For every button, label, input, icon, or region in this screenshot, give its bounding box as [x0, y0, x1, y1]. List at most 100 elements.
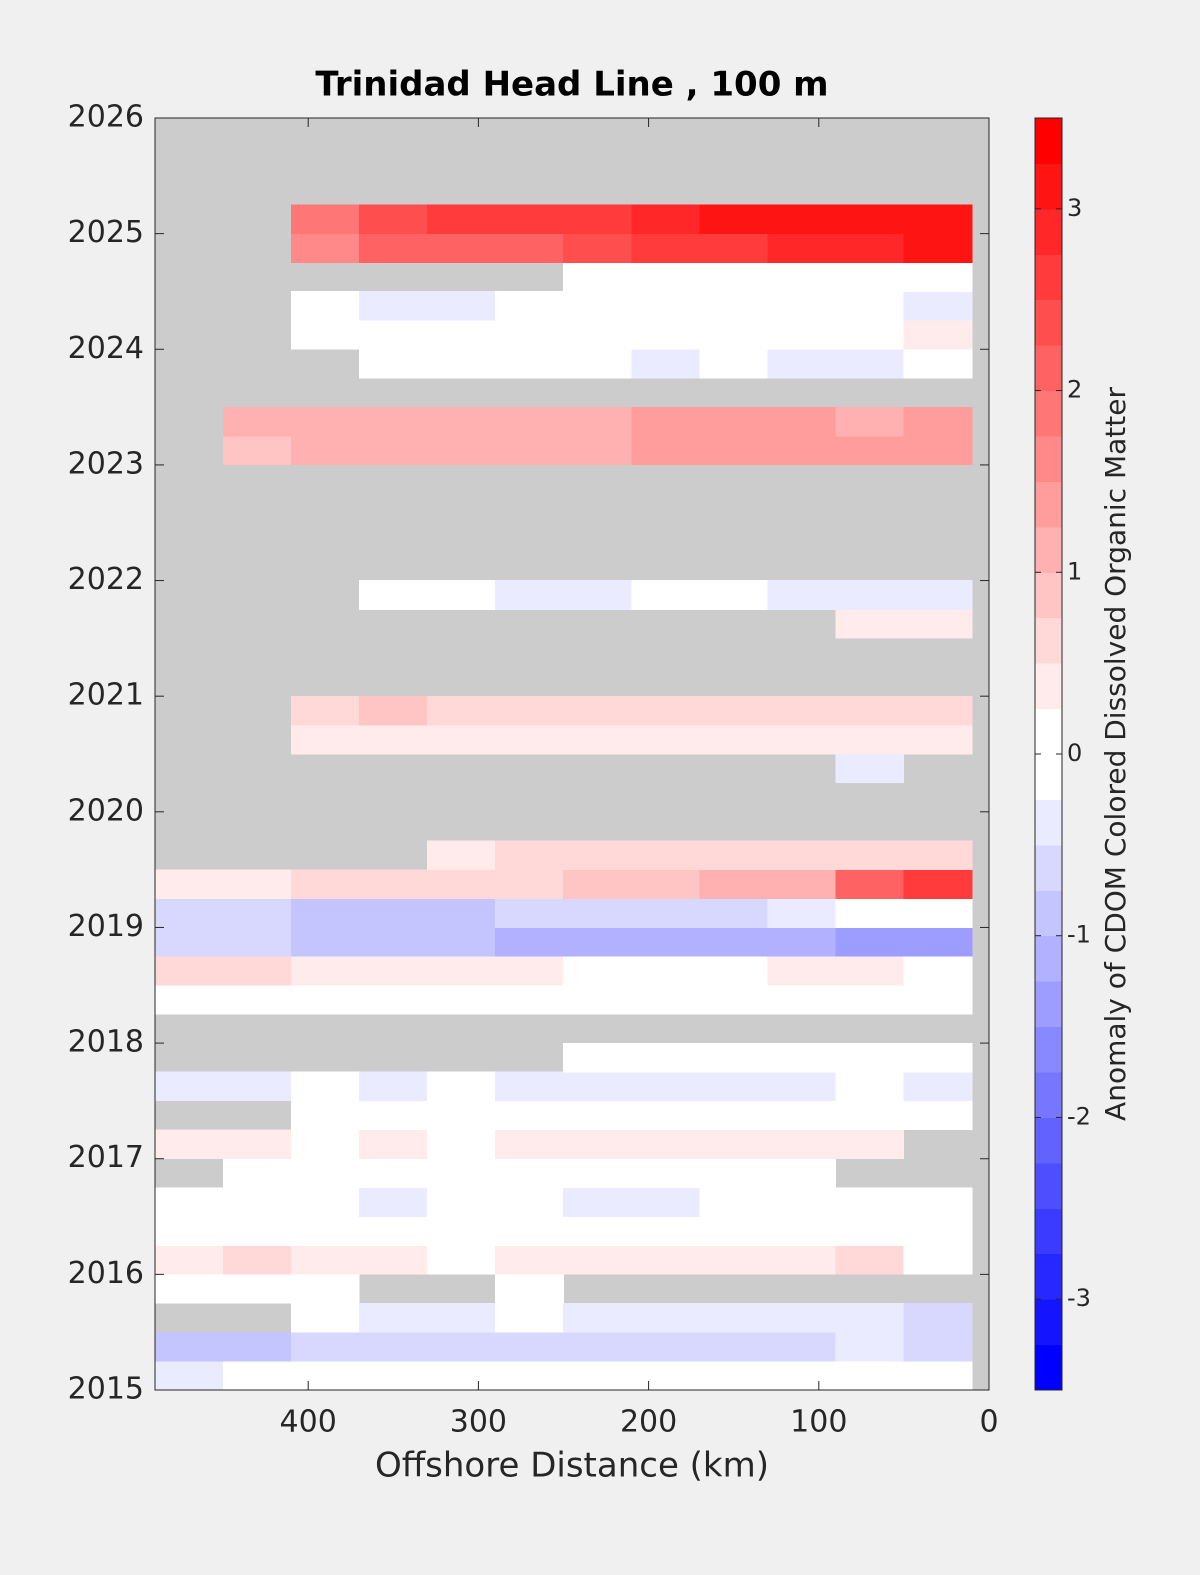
contour-cell — [835, 695, 905, 726]
contour-cell — [699, 1129, 769, 1160]
contour-cell — [631, 956, 700, 986]
contour-cell — [495, 348, 564, 379]
x-tick-label: 100 — [790, 1405, 847, 1440]
colorbar-segment — [1035, 436, 1062, 482]
colorbar-segment — [1035, 299, 1062, 346]
contour-cell — [835, 348, 905, 379]
contour-cell — [290, 1100, 360, 1131]
contour-cell — [767, 1100, 837, 1131]
contour-cell — [222, 1216, 292, 1246]
contour-cell — [495, 869, 564, 899]
contour-cell — [495, 435, 564, 466]
colorbar-segment — [1035, 1162, 1062, 1209]
contour-cell — [631, 1302, 700, 1333]
contour-cell — [699, 840, 769, 870]
contour-cell — [154, 927, 224, 957]
contour-cell — [290, 695, 360, 726]
contour-cell — [903, 724, 973, 755]
contour-cell — [427, 1158, 496, 1188]
contour-cell — [767, 1302, 837, 1333]
contour-cell — [290, 1129, 360, 1160]
contour-cell — [835, 1245, 905, 1275]
contour-cell — [358, 1100, 428, 1131]
contour-cell — [427, 291, 496, 321]
contour-cell — [290, 1071, 360, 1102]
contour-cell — [290, 291, 360, 321]
contour-cell — [631, 348, 700, 379]
contour-cell — [835, 984, 905, 1015]
contour-cell — [427, 204, 496, 234]
contour-cell — [631, 320, 700, 350]
colorbar-tick-label: 1 — [1067, 557, 1082, 585]
contour-cell — [835, 262, 905, 292]
contour-cell — [835, 840, 905, 870]
contour-cell — [290, 1360, 360, 1391]
contour-cell — [767, 580, 837, 610]
contour-cell — [631, 1042, 700, 1073]
contour-cell — [495, 233, 564, 263]
contour-cell — [767, 348, 837, 379]
contour-cell — [358, 869, 428, 899]
contour-cell — [767, 1187, 837, 1217]
contour-cell — [222, 406, 292, 437]
contour-cell — [699, 1100, 769, 1131]
contour-cell — [154, 1331, 224, 1362]
contour-cell — [835, 580, 905, 610]
contour-cell — [563, 348, 632, 379]
contour-cell — [903, 262, 973, 292]
contour-cell — [631, 1129, 700, 1160]
contour-cell — [767, 1042, 837, 1073]
contour-cell — [154, 1274, 224, 1304]
contour-cell — [358, 1331, 428, 1362]
contour-cell — [563, 1071, 632, 1102]
contour-cell — [222, 984, 292, 1015]
contour-cell — [495, 898, 564, 928]
contour-cell — [290, 956, 360, 986]
contour-cell — [154, 869, 224, 899]
contour-cell — [699, 348, 769, 379]
contour-cell — [903, 1360, 973, 1391]
contour-cell — [563, 1100, 632, 1131]
colorbar-segment — [1035, 1072, 1062, 1118]
contour-cell — [699, 956, 769, 986]
contour-cell — [495, 1360, 564, 1391]
contour-cell — [835, 1302, 905, 1333]
contour-cell — [631, 1360, 700, 1391]
contour-cell — [903, 580, 973, 610]
plot-frame — [154, 117, 990, 1391]
contour-cell — [903, 956, 973, 986]
contour-cell — [903, 233, 973, 263]
contour-cell — [767, 262, 837, 292]
contour-cell — [222, 1158, 292, 1188]
contour-cell — [631, 291, 700, 321]
contour-cell — [835, 724, 905, 755]
colorbar-segment — [1035, 1117, 1062, 1164]
contour-cell — [767, 1245, 837, 1275]
colorbar-tick-label: -3 — [1067, 1284, 1091, 1312]
contour-cell — [903, 291, 973, 321]
contour-cell — [495, 1100, 564, 1131]
contour-cell — [563, 320, 632, 350]
x-tick-label: 200 — [620, 1405, 677, 1440]
contour-cell — [427, 348, 496, 379]
contour-cell — [563, 435, 632, 466]
y-tick-label: 2022 — [68, 562, 144, 597]
contour-cell — [631, 435, 700, 466]
y-tick-label: 2025 — [68, 215, 144, 250]
contour-cell — [903, 320, 973, 350]
contour-cell — [563, 956, 632, 986]
colorbar-segment — [1035, 754, 1062, 800]
contour-cell — [154, 898, 224, 928]
contour-cell — [290, 1331, 360, 1362]
contour-cell — [495, 927, 564, 957]
contour-cell — [631, 1158, 700, 1188]
colorbar-segment — [1035, 663, 1062, 710]
contour-cell — [222, 956, 292, 986]
contour-cell — [427, 1071, 496, 1102]
contour-cell — [563, 898, 632, 928]
colorbar-segment — [1035, 617, 1062, 664]
contour-cell — [699, 406, 769, 437]
contour-cell — [699, 724, 769, 755]
colorbar-segment — [1035, 345, 1062, 392]
